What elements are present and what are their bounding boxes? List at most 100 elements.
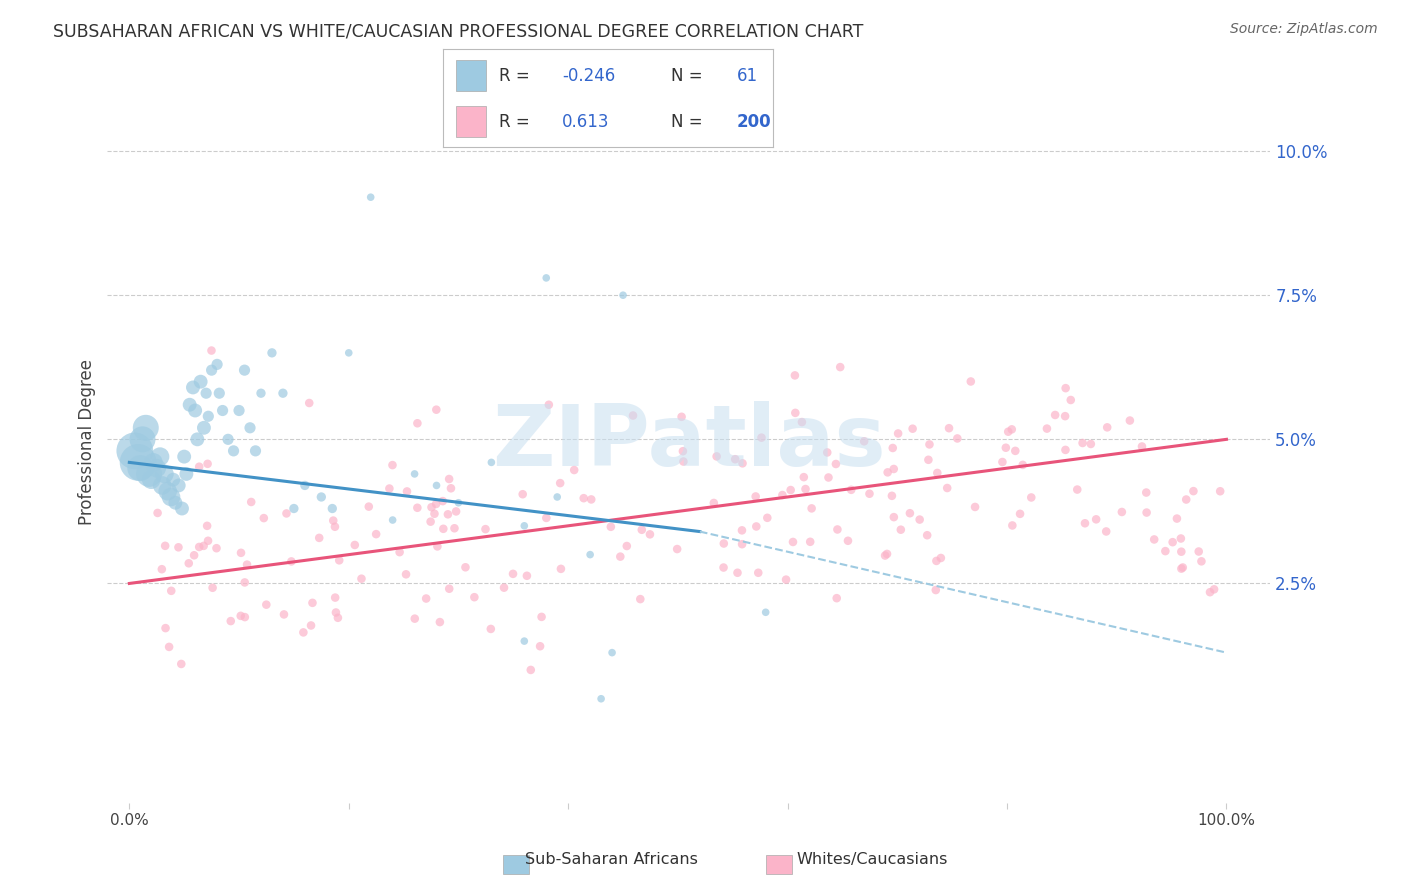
Point bbox=[160, 583, 183, 598]
Point bbox=[609, 549, 631, 564]
Point bbox=[1111, 505, 1133, 519]
Point bbox=[513, 518, 536, 533]
Point bbox=[1066, 483, 1088, 497]
Point bbox=[938, 421, 960, 435]
Point bbox=[337, 346, 360, 360]
Point bbox=[195, 386, 218, 401]
Point bbox=[991, 455, 1014, 469]
Point bbox=[1011, 458, 1033, 472]
Point bbox=[898, 506, 921, 520]
Point bbox=[233, 575, 256, 590]
Point bbox=[222, 443, 245, 458]
Point bbox=[153, 539, 176, 553]
Point bbox=[426, 540, 449, 554]
Point bbox=[994, 441, 1017, 455]
Point bbox=[1171, 560, 1194, 574]
Point bbox=[876, 547, 898, 561]
Point bbox=[142, 455, 165, 469]
Point bbox=[946, 432, 969, 446]
Point bbox=[186, 433, 208, 447]
Point bbox=[783, 368, 806, 383]
Point bbox=[502, 566, 524, 581]
Text: 200: 200 bbox=[737, 112, 772, 130]
Point bbox=[621, 409, 644, 423]
Point bbox=[211, 403, 233, 417]
Point bbox=[343, 538, 366, 552]
Text: ZIPatlas: ZIPatlas bbox=[492, 401, 886, 483]
Point bbox=[150, 478, 173, 492]
Point bbox=[229, 546, 252, 560]
Point bbox=[201, 363, 224, 377]
Point bbox=[799, 534, 821, 549]
Point bbox=[419, 515, 441, 529]
Point bbox=[853, 434, 876, 449]
Point bbox=[666, 542, 689, 557]
Point bbox=[927, 466, 949, 480]
Point bbox=[350, 572, 373, 586]
Point bbox=[146, 506, 169, 520]
Point bbox=[415, 591, 437, 606]
Point bbox=[672, 454, 695, 468]
Point bbox=[150, 562, 173, 576]
Point bbox=[997, 425, 1019, 439]
Point bbox=[579, 548, 602, 562]
Point bbox=[1054, 381, 1077, 395]
Point bbox=[325, 606, 347, 620]
Point bbox=[236, 558, 259, 572]
Point bbox=[1019, 491, 1042, 505]
Point bbox=[1043, 408, 1066, 422]
Point bbox=[1191, 554, 1213, 568]
Point bbox=[188, 459, 211, 474]
Point bbox=[260, 346, 283, 360]
Point bbox=[283, 501, 305, 516]
Point bbox=[817, 470, 839, 484]
Point bbox=[195, 519, 218, 533]
Point bbox=[217, 433, 239, 447]
Point bbox=[731, 524, 754, 538]
Point bbox=[1004, 443, 1026, 458]
Point bbox=[512, 487, 534, 501]
Point bbox=[184, 403, 207, 417]
Point bbox=[638, 527, 661, 541]
Point bbox=[197, 409, 219, 424]
Point bbox=[479, 455, 502, 469]
Point bbox=[529, 639, 551, 653]
Point bbox=[785, 406, 807, 420]
Point bbox=[294, 478, 316, 492]
Point bbox=[815, 445, 838, 459]
Bar bbox=[456, 106, 486, 137]
Point bbox=[193, 421, 215, 435]
Point bbox=[145, 461, 167, 475]
Point bbox=[167, 478, 190, 492]
Point bbox=[492, 581, 515, 595]
Point bbox=[228, 403, 250, 417]
Point bbox=[444, 504, 467, 518]
Point bbox=[420, 500, 443, 515]
Point bbox=[193, 539, 215, 553]
Point bbox=[520, 663, 543, 677]
Point bbox=[616, 539, 638, 553]
Point bbox=[127, 455, 149, 469]
Text: Source: ZipAtlas.com: Source: ZipAtlas.com bbox=[1230, 22, 1378, 37]
Point bbox=[599, 520, 621, 534]
Point bbox=[925, 554, 948, 568]
Text: N =: N = bbox=[671, 112, 707, 130]
Point bbox=[756, 511, 779, 525]
Point bbox=[890, 523, 912, 537]
Point bbox=[188, 540, 211, 554]
Point bbox=[183, 549, 205, 563]
Point bbox=[747, 566, 769, 580]
Point bbox=[167, 541, 190, 555]
Point bbox=[233, 610, 256, 624]
Point bbox=[1054, 409, 1077, 424]
Point bbox=[395, 484, 418, 499]
Point bbox=[229, 608, 252, 623]
Point bbox=[630, 523, 652, 537]
Point bbox=[378, 482, 401, 496]
Point bbox=[395, 567, 418, 582]
Point bbox=[1036, 421, 1059, 435]
Point bbox=[917, 452, 939, 467]
Point bbox=[271, 386, 294, 401]
Point bbox=[731, 537, 754, 551]
Point bbox=[454, 560, 477, 574]
